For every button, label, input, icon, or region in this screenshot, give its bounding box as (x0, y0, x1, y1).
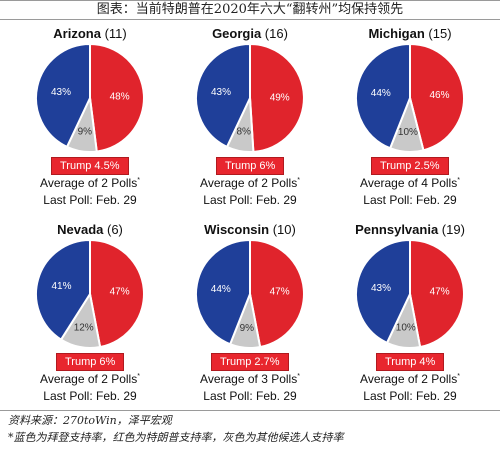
electoral-votes: (16) (261, 26, 288, 41)
slice-label: 47% (430, 287, 450, 298)
slice-label: 44% (371, 88, 391, 99)
pie-chart: 48% 9% 43% (35, 42, 145, 153)
electoral-votes: (15) (424, 26, 452, 41)
pie-slice-biden (35, 42, 91, 149)
footnote-marker: * (297, 177, 300, 184)
slice-label: 9% (78, 127, 93, 138)
poll-average: Average of 2 Polls* (170, 176, 330, 190)
poll-average-text: Average of 2 Polls (40, 372, 138, 386)
poll-average: Average of 2 Polls* (10, 372, 170, 386)
lead-badge: Trump 6% (216, 157, 285, 175)
state-title: Wisconsin (10) (170, 222, 330, 237)
footer: 资料来源：270toWin，泽平宏观 *蓝色为拜登支持率，红色为特朗普支持率，灰… (8, 412, 344, 446)
pie-chart: 46% 10% 44% (355, 42, 465, 153)
slice-label: 44% (211, 284, 231, 295)
footnote-marker: * (457, 177, 460, 184)
figure-title: 图表：当前特朗普在2020年六大“翻转州”均保持领先 (0, 0, 500, 20)
state-panel: Wisconsin (10) 47% 9% 44% Trump 2.7% Average … (170, 222, 330, 422)
state-name: Wisconsin (204, 222, 270, 237)
last-poll-date: Last Poll: Feb. 29 (363, 389, 457, 403)
last-poll-date: Last Poll: Feb. 29 (43, 389, 137, 403)
slice-label: 48% (110, 92, 130, 103)
slice-label: 12% (74, 322, 94, 333)
slice-label: 41% (51, 281, 71, 292)
slice-label: 47% (110, 287, 130, 298)
state-panel: Arizona (11) 48% 9% 43% Trump 4.5% Average of… (10, 26, 170, 226)
footnote-marker: * (457, 373, 460, 380)
state-title: Nevada (6) (10, 222, 170, 237)
last-poll-date: Last Poll: Feb. 29 (43, 193, 137, 207)
pie-slice-trump (249, 238, 305, 349)
lead-badge: Trump 2.7% (211, 353, 289, 371)
lead-badge: Trump 4% (376, 353, 445, 371)
lead-badge: Trump 6% (56, 353, 125, 371)
state-panel: Pennsylvania (19) 47% 10% 43% Trump 4% Averag… (330, 222, 490, 422)
pie-slice-biden (195, 238, 251, 346)
electoral-votes: (11) (100, 26, 127, 41)
slice-label: 46% (429, 90, 449, 101)
state-title: Arizona (11) (10, 26, 170, 41)
source-note: 资料来源：270toWin，泽平宏观 (8, 414, 172, 427)
pie-slice-biden (35, 238, 91, 341)
last-poll-date: Last Poll: Feb. 29 (203, 389, 297, 403)
electoral-votes: (10) (269, 222, 296, 237)
slice-label: 49% (270, 93, 290, 104)
last-poll-date: Last Poll: Feb. 29 (363, 193, 457, 207)
pie-chart: 49% 8% 43% (195, 42, 305, 153)
pie-slice-trump (89, 42, 145, 153)
state-panel: Michigan (15) 46% 10% 44% Trump 2.5% Average … (330, 26, 490, 226)
pie-chart: 47% 10% 43% (355, 238, 465, 349)
poll-average: Average of 4 Polls* (330, 176, 490, 190)
footnote-marker: * (297, 373, 300, 380)
poll-average-text: Average of 2 Polls (360, 372, 458, 386)
slice-label: 43% (211, 87, 231, 98)
poll-average-text: Average of 2 Polls (200, 176, 298, 190)
state-name: Nevada (57, 222, 104, 237)
poll-average-text: Average of 3 Polls (200, 372, 298, 386)
state-name: Arizona (53, 26, 101, 41)
pie-slice-trump (409, 42, 465, 152)
poll-average: Average of 3 Polls* (170, 372, 330, 386)
slice-label: 43% (51, 87, 71, 98)
poll-average-text: Average of 2 Polls (40, 176, 138, 190)
slice-label: 43% (371, 283, 391, 294)
state-panel: Georgia (16) 49% 8% 43% Trump 6% Average of 2… (170, 26, 330, 226)
poll-average-text: Average of 4 Polls (360, 176, 458, 190)
poll-average: Average of 2 Polls* (10, 176, 170, 190)
lead-badge: Trump 2.5% (371, 157, 449, 175)
slice-label: 10% (396, 323, 416, 334)
slice-label: 47% (270, 287, 290, 298)
poll-average: Average of 2 Polls* (330, 372, 490, 386)
pie-slice-biden (355, 238, 411, 345)
footnote-marker: * (137, 373, 140, 380)
electoral-votes: (6) (103, 222, 123, 237)
pie-slice-biden (355, 42, 411, 150)
slice-label: 8% (236, 126, 251, 137)
pie-slice-trump (409, 238, 465, 349)
slice-label: 9% (240, 323, 255, 334)
footer-divider (0, 410, 500, 411)
last-poll-date: Last Poll: Feb. 29 (203, 193, 297, 207)
lead-badge: Trump 4.5% (51, 157, 129, 175)
pie-slice-trump (89, 238, 145, 349)
state-name: Georgia (212, 26, 262, 41)
state-name: Pennsylvania (355, 222, 439, 237)
state-title: Pennsylvania (19) (330, 222, 490, 237)
electoral-votes: (19) (438, 222, 465, 237)
pie-slice-trump (249, 42, 305, 153)
footnote-marker: * (137, 177, 140, 184)
slice-label: 10% (398, 127, 418, 138)
state-panel: Nevada (6) 47% 12% 41% Trump 6% Average of 2 … (10, 222, 170, 422)
pie-chart: 47% 12% 41% (35, 238, 145, 349)
state-title: Michigan (15) (330, 26, 490, 41)
legend-note: *蓝色为拜登支持率，红色为特朗普支持率，灰色为其他候选人支持率 (8, 431, 344, 444)
pie-slice-biden (195, 42, 251, 149)
state-title: Georgia (16) (170, 26, 330, 41)
state-name: Michigan (368, 26, 425, 41)
pie-chart: 47% 9% 44% (195, 238, 305, 349)
